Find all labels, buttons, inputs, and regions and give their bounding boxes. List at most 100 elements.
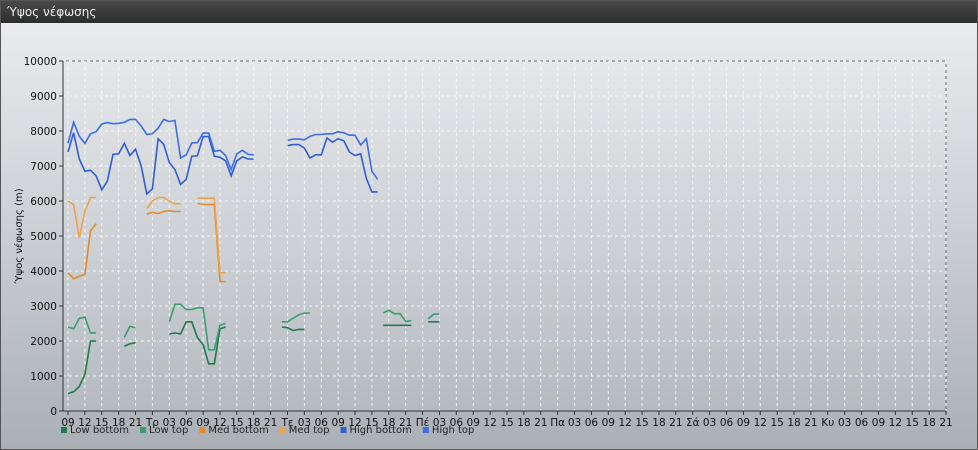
y-axis-label: Ύψος νέφωσης (m) [13,188,25,284]
x-tick-label: 09 [61,417,74,429]
x-tick-label: 21 [534,417,547,429]
x-tick-label: Πα [550,417,565,429]
x-tick-label: 12 [754,417,767,429]
series-line-low-top [281,312,310,323]
series-line-high-top [67,118,254,172]
series-line-low-bottom [67,340,97,395]
legend-swatch [279,427,286,433]
x-tick-label: Πέ [416,417,430,429]
x-tick-label: 06 [180,417,194,429]
x-tick-label: 12 [889,417,902,429]
x-tick-label: 09 [602,417,615,429]
y-tick-label: 2000 [30,336,57,348]
x-tick-label: 15 [365,417,378,429]
y-tick-label: 8000 [30,126,57,138]
y-tick-label: 10000 [24,56,57,68]
x-tick-label: Τε [280,417,293,429]
x-tick-label: 06 [855,417,869,429]
y-tick-label: 1000 [30,371,57,383]
series-line-low-top [382,309,412,323]
legend-swatch [340,427,347,433]
x-tick-label: 21 [804,417,817,429]
plot-frame [62,60,947,412]
y-tick-label: 0 [50,406,57,418]
series-segment-low-bottom [123,342,136,348]
series-line-low-top [168,303,226,351]
x-tick-label: 12 [213,417,226,429]
chart-area: 0 1000 2000 3000 4000 5000 6000 7000 8000 9000 100… [1,23,977,449]
x-tick-label: 06 [585,417,599,429]
y-tick-label: 4000 [30,266,57,278]
x-tick-label: 18 [922,417,935,429]
series-segment-low-top [123,325,136,338]
legend-entry: Med top [289,425,330,436]
y-tick-label: 6000 [30,196,57,208]
y-tick-label: 9000 [30,91,57,103]
x-tick-label: Κυ [821,417,834,429]
legend-entry: Low bottom [70,425,129,436]
series-line-low-bottom [281,326,305,332]
series-line-low-top [427,313,440,320]
x-tick-label: 03 [568,417,581,429]
x-tick-label: 18 [247,417,260,429]
series-line-high-bottom [67,132,254,196]
legend-entry: High bottom [350,425,412,436]
x-tick-label: 21 [669,417,682,429]
x-tick-label: 15 [906,417,919,429]
x-tick-label: 18 [382,417,395,429]
x-tick-label: 06 [315,417,329,429]
series-line-med-bottom [67,223,97,280]
x-tick-label: 06 [720,417,734,429]
x-tick-label: 18 [652,417,665,429]
y-tick-label: 3000 [30,301,57,313]
y-tick-label: 7000 [30,161,57,173]
legend-swatch [140,427,147,433]
series-segment-med-top [146,196,181,210]
x-tick-label: 12 [483,417,496,429]
series-line-low-top [67,316,97,334]
legend-swatch [61,427,67,433]
series-line-high-top [287,130,379,180]
x-tick-label: 21 [399,417,412,429]
x-tick-label: 18 [517,417,530,429]
x-tick-label: 15 [230,417,243,429]
x-tick-label: 03 [163,417,176,429]
x-tick-label: Σά [686,417,700,429]
x-tick-label: 03 [703,417,716,429]
x-tick-label: 18 [112,417,125,429]
x-tick-label: 09 [872,417,885,429]
series-line-med-top [67,196,97,238]
x-tick-label: 21 [129,417,142,429]
x-tick-label: 12 [78,417,91,429]
x-tick-label: 03 [298,417,311,429]
x-tick-label: 09 [467,417,480,429]
series-line-high-bottom [287,136,378,193]
x-tick-label: 06 [450,417,464,429]
x-tick-label: 15 [635,417,648,429]
x-tick-label: 21 [939,417,952,429]
legend-swatch [199,427,206,433]
legend-entry: High top [432,425,475,436]
x-tick-label: 15 [95,417,108,429]
x-tick-label: 12 [619,417,632,429]
legend-entry: Low top [149,425,188,436]
x-tick-label: 09 [331,417,344,429]
window-title: Ύψος νέφωσης [1,1,977,23]
x-tick-label: 09 [737,417,750,429]
series-segment-med-bottom [197,202,226,283]
x-tick-label: 21 [264,417,277,429]
x-tick-label: 15 [500,417,513,429]
series-line-low-bottom [169,320,226,365]
y-tick-label: 5000 [30,231,57,243]
cloud-height-chart: 0 1000 2000 3000 4000 5000 6000 7000 8000 9000 100… [13,56,953,436]
x-tick-label: Τρ [145,417,159,429]
x-tick-label: 12 [348,417,361,429]
x-tick-label: 03 [433,417,446,429]
series-segment-med-bottom [146,209,181,216]
x-tick-label: 15 [770,417,783,429]
x-tick-label: 03 [838,417,851,429]
series-segment-med-top [197,197,226,274]
x-tick-label: 09 [196,417,209,429]
x-tick-label: 18 [787,417,800,429]
